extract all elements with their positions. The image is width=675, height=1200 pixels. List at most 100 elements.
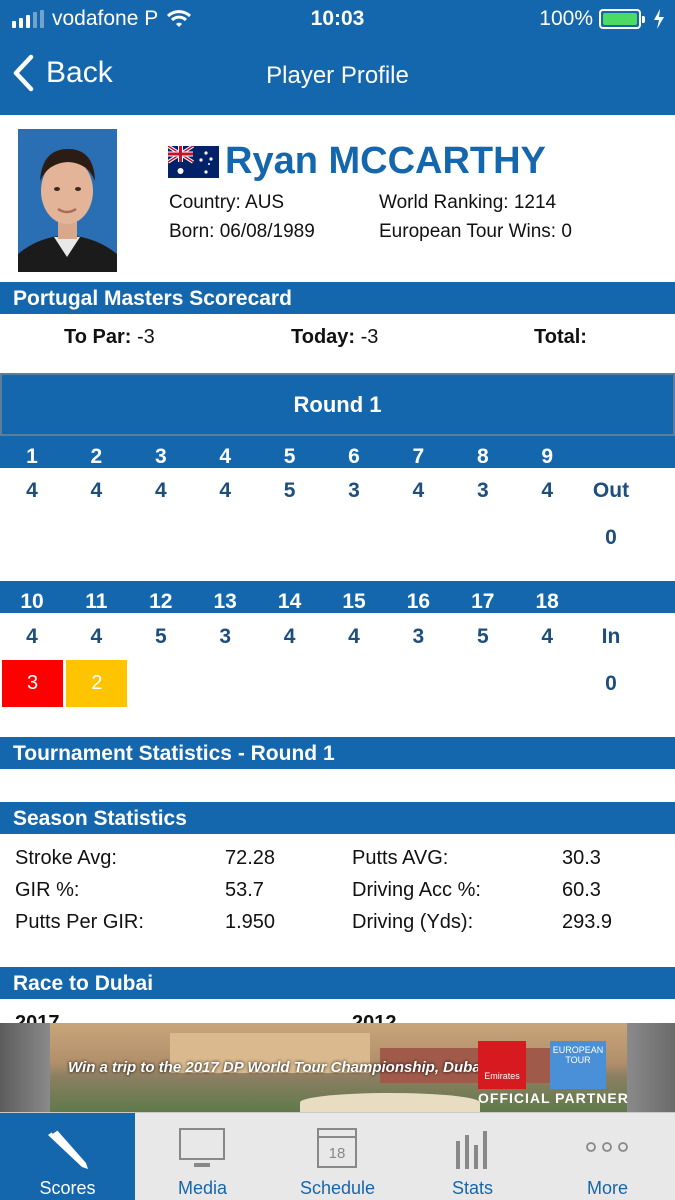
stroke-avg-value: 72.28 xyxy=(225,847,276,869)
bars-icon xyxy=(456,1131,487,1169)
back-label: Back xyxy=(46,56,113,89)
scorecard-header: Portugal Masters Scorecard xyxy=(0,282,675,314)
today-value: -3 xyxy=(360,326,379,348)
top-bar: vodafone P 10:03 100% Back Player Profil… xyxy=(0,0,675,115)
tab-scores[interactable]: Scores xyxy=(0,1113,135,1200)
hole-par: 5 xyxy=(154,625,167,648)
chevron-left-icon xyxy=(13,54,34,92)
hole-number: 17 xyxy=(471,590,495,613)
tab-more[interactable]: More xyxy=(540,1113,675,1200)
calendar-day: 18 xyxy=(329,1145,346,1162)
hole-number: 3 xyxy=(154,445,167,468)
tab-more-label: More xyxy=(586,1178,628,1198)
hole-number: 12 xyxy=(149,590,173,613)
to-par-value: -3 xyxy=(136,326,155,348)
player-country: Country: AUS xyxy=(169,192,285,213)
hole-number: 10 xyxy=(20,590,44,613)
status-bar: vodafone P 10:03 100% xyxy=(0,0,675,38)
gir-value: 53.7 xyxy=(225,879,264,901)
hole-number: 18 xyxy=(535,590,559,613)
tab-bar: Scores Media 18 Schedule Stats More xyxy=(0,1112,675,1200)
hole-score: 2 xyxy=(66,660,128,707)
page-title: Player Profile xyxy=(266,62,409,89)
putts-per-gir-value: 1.950 xyxy=(225,911,276,933)
back-nine-hole-bar xyxy=(0,581,675,613)
total-label: Total: xyxy=(534,326,587,348)
today: Today: -3 xyxy=(291,326,378,349)
banner-message: Win a trip to the 2017 DP World Tour Cha… xyxy=(68,1059,485,1076)
tab-schedule[interactable]: 18 Schedule xyxy=(270,1113,405,1200)
tab-schedule-label: Schedule xyxy=(299,1178,376,1198)
charging-bolt-icon xyxy=(654,9,664,29)
race-to-dubai-header: Race to Dubai xyxy=(0,967,675,999)
tab-stats[interactable]: Stats xyxy=(405,1113,540,1200)
ellipsis-icon xyxy=(586,1142,628,1152)
hole-number: 15 xyxy=(342,590,366,613)
tab-media-label: Media xyxy=(177,1178,228,1198)
hole-score: 3 xyxy=(2,660,63,707)
driving-yds-label: Driving (Yds): xyxy=(352,911,474,933)
hole-number: 1 xyxy=(26,445,38,468)
player-photo xyxy=(18,129,117,272)
gir-label: GIR %: xyxy=(15,879,80,901)
hole-number: 7 xyxy=(412,445,425,468)
hole-par: 3 xyxy=(348,479,360,502)
hole-number: 8 xyxy=(476,445,489,468)
putts-avg-label: Putts AVG: xyxy=(352,847,449,869)
driving-acc-label: Driving Acc %: xyxy=(352,879,481,901)
monitor-icon xyxy=(179,1128,225,1167)
pencil-icon xyxy=(48,1128,88,1169)
carrier: vodafone P xyxy=(12,7,192,31)
hole-par: 4 xyxy=(541,479,554,502)
season-stats-header: Season Statistics xyxy=(0,802,675,834)
ad-banner[interactable]: Win a trip to the 2017 DP World Tour Cha… xyxy=(0,1023,675,1112)
battery-status: 100% xyxy=(539,7,665,31)
stroke-avg-label: Stroke Avg: xyxy=(15,847,117,869)
wifi-icon xyxy=(167,10,192,27)
hole-par: 3 xyxy=(412,625,425,648)
in-label: In xyxy=(601,625,621,648)
today-label: Today: xyxy=(291,326,356,348)
putts-per-gir-label: Putts Per GIR: xyxy=(15,911,144,933)
out-total: 0 xyxy=(605,526,617,549)
hole-number: 2 xyxy=(90,445,103,468)
total: Total: xyxy=(534,326,587,349)
tournament-stats-header: Tournament Statistics - Round 1 xyxy=(0,737,675,769)
hole-par: 3 xyxy=(219,625,232,648)
calendar-icon: 18 xyxy=(317,1128,357,1168)
hole-number: 16 xyxy=(406,590,431,613)
hole-par: 4 xyxy=(348,625,360,648)
carrier-label: vodafone P xyxy=(52,7,159,30)
back-button[interactable]: Back xyxy=(12,54,113,92)
nav-bar: Back Player Profile xyxy=(0,40,675,115)
hole-par: 4 xyxy=(412,479,425,502)
out-label: Out xyxy=(592,479,630,502)
emirates-logo: Emirates xyxy=(478,1041,526,1089)
round-selector[interactable]: Round 1 xyxy=(0,373,675,436)
hole-number: 9 xyxy=(541,445,554,468)
hole-par: 4 xyxy=(26,625,38,648)
hole-par: 5 xyxy=(283,479,296,502)
driving-acc-value: 60.3 xyxy=(562,879,601,901)
hole-number: 5 xyxy=(283,445,296,468)
player-born: Born: 06/08/1989 xyxy=(169,221,315,242)
player-world-ranking: World Ranking: 1214 xyxy=(379,192,557,213)
tab-media[interactable]: Media xyxy=(135,1113,270,1200)
front-nine-hole-bar xyxy=(0,436,675,468)
hole-number: 4 xyxy=(219,445,232,468)
hole-par: 5 xyxy=(476,625,489,648)
in-total: 0 xyxy=(605,672,617,695)
hole-par: 4 xyxy=(283,625,296,648)
player-tour-wins: European Tour Wins: 0 xyxy=(379,221,572,242)
hole-number: 11 xyxy=(85,590,108,613)
hole-number: 6 xyxy=(348,445,360,468)
european-tour-logo: EUROPEAN TOUR xyxy=(550,1041,606,1089)
clock: 10:03 xyxy=(310,7,365,30)
hole-par: 4 xyxy=(219,479,232,502)
banner-partner: OFFICIAL PARTNER xyxy=(478,1090,629,1106)
hole-number: 14 xyxy=(277,590,302,613)
signal-icon xyxy=(12,10,44,28)
driving-yds-value: 293.9 xyxy=(562,911,613,933)
hole-par: 3 xyxy=(476,479,489,502)
putts-avg-value: 30.3 xyxy=(562,847,601,869)
